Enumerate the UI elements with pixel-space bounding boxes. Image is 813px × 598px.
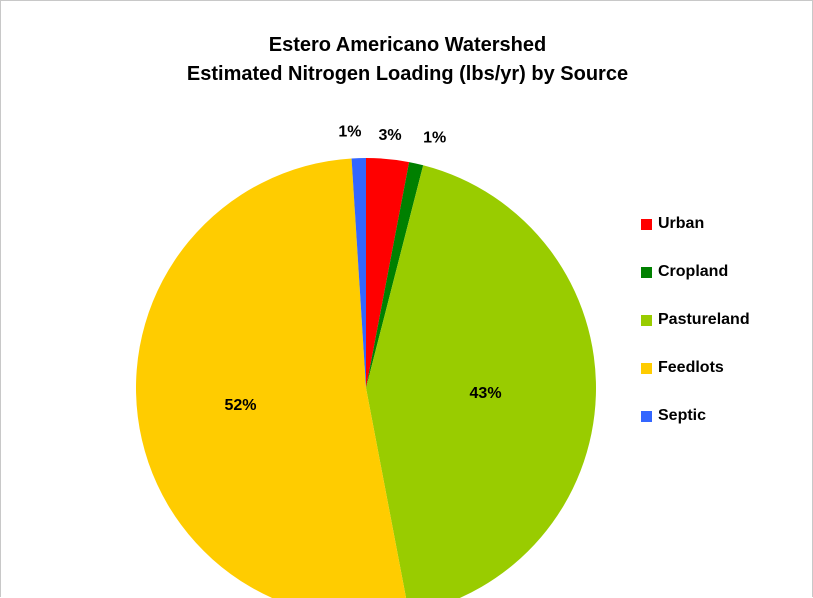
legend-swatch-urban <box>641 218 652 230</box>
pie-slice-feedlots <box>136 158 407 598</box>
pie-slice-pastureland <box>366 165 596 598</box>
legend-swatch-septic <box>641 410 652 422</box>
legend-swatch-cropland <box>641 266 652 278</box>
slice-label-septic: 1% <box>338 124 361 141</box>
pie-slices <box>136 158 596 598</box>
legend-swatch-feedlots <box>641 362 652 374</box>
legend-item-cropland: Cropland <box>641 260 750 284</box>
pie-slice-cropland <box>366 162 424 388</box>
legend-label-feedlots: Feedlots <box>658 359 724 376</box>
chart-title-line-2: Estimated Nitrogen Loading (lbs/yr) by S… <box>186 63 629 85</box>
legend-label-septic: Septic <box>658 407 707 424</box>
chart-title: Estero Americano Watershed Estimated Nit… <box>1 31 813 89</box>
legend-item-septic: Septic <box>641 404 750 428</box>
legend-item-pastureland: Pastureland <box>641 308 750 332</box>
legend-label-urban: Urban <box>658 215 705 232</box>
legend-swatch-pastureland <box>641 314 652 326</box>
slice-label-pastureland: 43% <box>470 385 502 402</box>
chart-title-line-1: Estero Americano Watershed <box>268 34 547 56</box>
pie-slice-septic <box>351 158 366 388</box>
legend: Urban Cropland Pastureland Feedlots Sept… <box>641 212 750 452</box>
slice-label-cropland: 1% <box>423 129 446 146</box>
pie-slice-labels: 3% 1% 43% 52% 1% <box>224 124 501 414</box>
legend-item-feedlots: Feedlots <box>641 356 750 380</box>
pie-slice-urban <box>366 158 410 388</box>
slice-label-urban: 3% <box>378 127 401 144</box>
legend-label-pastureland: Pastureland <box>658 311 750 328</box>
legend-label-cropland: Cropland <box>658 263 729 280</box>
slice-label-feedlots: 52% <box>224 397 256 414</box>
legend-item-urban: Urban <box>641 212 750 236</box>
